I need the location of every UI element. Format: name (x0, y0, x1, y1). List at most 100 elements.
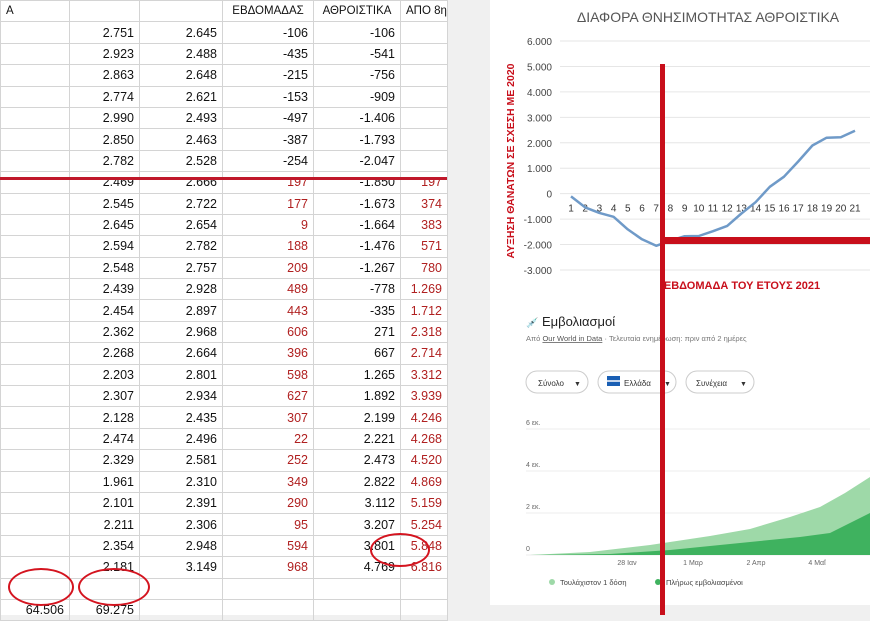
column-header[interactable]: ΑΠΟ 8η ΕΒΔΟΜ. (400, 0, 448, 23)
row-cell[interactable] (0, 363, 70, 387)
row-cell[interactable] (0, 320, 70, 344)
data-cell[interactable]: 2.863 (69, 64, 140, 87)
data-cell[interactable]: -106 (222, 21, 314, 44)
data-cell[interactable]: -1.850 (313, 171, 401, 194)
row-cell[interactable] (0, 256, 70, 280)
data-cell[interactable]: 2.454 (69, 299, 140, 322)
data-cell[interactable]: 2.329 (69, 449, 140, 472)
data-cell[interactable]: 489 (222, 278, 314, 301)
data-cell[interactable]: 290 (222, 491, 314, 515)
data-cell[interactable]: 571 (400, 235, 448, 258)
data-cell[interactable]: 2.654 (139, 213, 223, 237)
data-cell[interactable] (400, 149, 448, 173)
data-cell[interactable]: 2.128 (69, 406, 140, 429)
row-cell[interactable] (0, 128, 70, 151)
empty-cell[interactable] (139, 598, 223, 621)
data-cell[interactable]: 2.221 (313, 427, 401, 451)
data-cell[interactable] (400, 85, 448, 108)
data-cell[interactable]: 2.496 (139, 427, 223, 451)
data-cell[interactable]: 2.488 (139, 42, 223, 66)
empty-cell[interactable] (400, 577, 448, 600)
data-cell[interactable]: 4.246 (400, 406, 448, 429)
data-cell[interactable]: 2.307 (69, 385, 140, 408)
data-cell[interactable]: 188 (222, 235, 314, 258)
data-cell[interactable] (400, 42, 448, 66)
row-cell[interactable] (0, 385, 70, 408)
filter-country-button[interactable]: Ελλάδα ▼ (597, 370, 677, 394)
data-cell[interactable]: 2.934 (139, 385, 223, 408)
data-cell[interactable]: 2.722 (139, 192, 223, 215)
data-cell[interactable]: 2.474 (69, 427, 140, 451)
data-cell[interactable]: 1.269 (400, 278, 448, 301)
data-cell[interactable]: -254 (222, 149, 314, 173)
data-cell[interactable]: 2.545 (69, 192, 140, 215)
data-cell[interactable]: 2.666 (139, 171, 223, 194)
row-cell[interactable] (0, 171, 70, 194)
row-cell[interactable] (0, 42, 70, 66)
row-cell[interactable] (0, 534, 70, 558)
data-cell[interactable]: -1.673 (313, 192, 401, 215)
row-cell[interactable] (0, 299, 70, 322)
filter-total-button[interactable]: Σύνολο ▼ (525, 370, 589, 394)
data-cell[interactable]: 2.310 (139, 470, 223, 493)
data-cell[interactable]: 22 (222, 427, 314, 451)
data-cell[interactable]: 177 (222, 192, 314, 215)
data-cell[interactable]: 252 (222, 449, 314, 472)
data-cell[interactable]: -387 (222, 128, 314, 151)
data-cell[interactable]: 2.581 (139, 449, 223, 472)
filter-continuous-button[interactable]: Συνέχεια ▼ (685, 370, 755, 394)
row-cell[interactable] (0, 513, 70, 536)
data-cell[interactable]: 3.207 (313, 513, 401, 536)
data-cell[interactable]: -1.476 (313, 235, 401, 258)
data-cell[interactable]: 383 (400, 213, 448, 237)
data-cell[interactable]: 606 (222, 320, 314, 344)
data-cell[interactable]: 2.782 (69, 149, 140, 173)
data-cell[interactable]: 2.306 (139, 513, 223, 536)
data-cell[interactable]: 2.473 (313, 449, 401, 472)
data-cell[interactable]: 2.897 (139, 299, 223, 322)
data-cell[interactable]: 2.435 (139, 406, 223, 429)
data-cell[interactable]: 1.712 (400, 299, 448, 322)
empty-cell[interactable] (139, 577, 223, 600)
data-cell[interactable] (400, 21, 448, 44)
data-cell[interactable]: -335 (313, 299, 401, 322)
data-cell[interactable] (400, 64, 448, 87)
data-cell[interactable]: 3.312 (400, 363, 448, 387)
data-cell[interactable]: 2.751 (69, 21, 140, 44)
data-cell[interactable]: 627 (222, 385, 314, 408)
row-cell[interactable] (0, 470, 70, 493)
data-cell[interactable]: 197 (222, 171, 314, 194)
data-cell[interactable]: 3.939 (400, 385, 448, 408)
column-header[interactable]: ΑΘΡΟΙΣΤΙΚΑ (313, 0, 401, 23)
data-cell[interactable]: -153 (222, 85, 314, 108)
row-cell[interactable] (0, 106, 70, 130)
row-cell[interactable] (0, 449, 70, 472)
data-cell[interactable]: 968 (222, 556, 314, 579)
data-cell[interactable]: 2.645 (139, 21, 223, 44)
data-cell[interactable]: 2.822 (313, 470, 401, 493)
column-header[interactable] (69, 0, 140, 23)
data-cell[interactable]: 2.439 (69, 278, 140, 301)
column-header[interactable] (139, 0, 223, 23)
data-cell[interactable]: 2.757 (139, 256, 223, 280)
row-cell[interactable] (0, 235, 70, 258)
data-cell[interactable]: 2.528 (139, 149, 223, 173)
data-cell[interactable]: 2.948 (139, 534, 223, 558)
empty-cell[interactable] (222, 577, 314, 600)
row-cell[interactable] (0, 342, 70, 365)
data-cell[interactable]: -106 (313, 21, 401, 44)
data-cell[interactable]: -1.664 (313, 213, 401, 237)
data-cell[interactable]: -909 (313, 85, 401, 108)
data-cell[interactable]: 2.391 (139, 491, 223, 515)
empty-cell[interactable] (313, 577, 401, 600)
data-cell[interactable]: 2.714 (400, 342, 448, 365)
data-cell[interactable]: 4.520 (400, 449, 448, 472)
data-cell[interactable]: 2.211 (69, 513, 140, 536)
data-cell[interactable]: 2.801 (139, 363, 223, 387)
data-cell[interactable]: 2.990 (69, 106, 140, 130)
data-cell[interactable]: 2.664 (139, 342, 223, 365)
row-cell[interactable] (0, 491, 70, 515)
data-cell[interactable]: 3.112 (313, 491, 401, 515)
data-cell[interactable]: 2.774 (69, 85, 140, 108)
data-cell[interactable]: -2.047 (313, 149, 401, 173)
